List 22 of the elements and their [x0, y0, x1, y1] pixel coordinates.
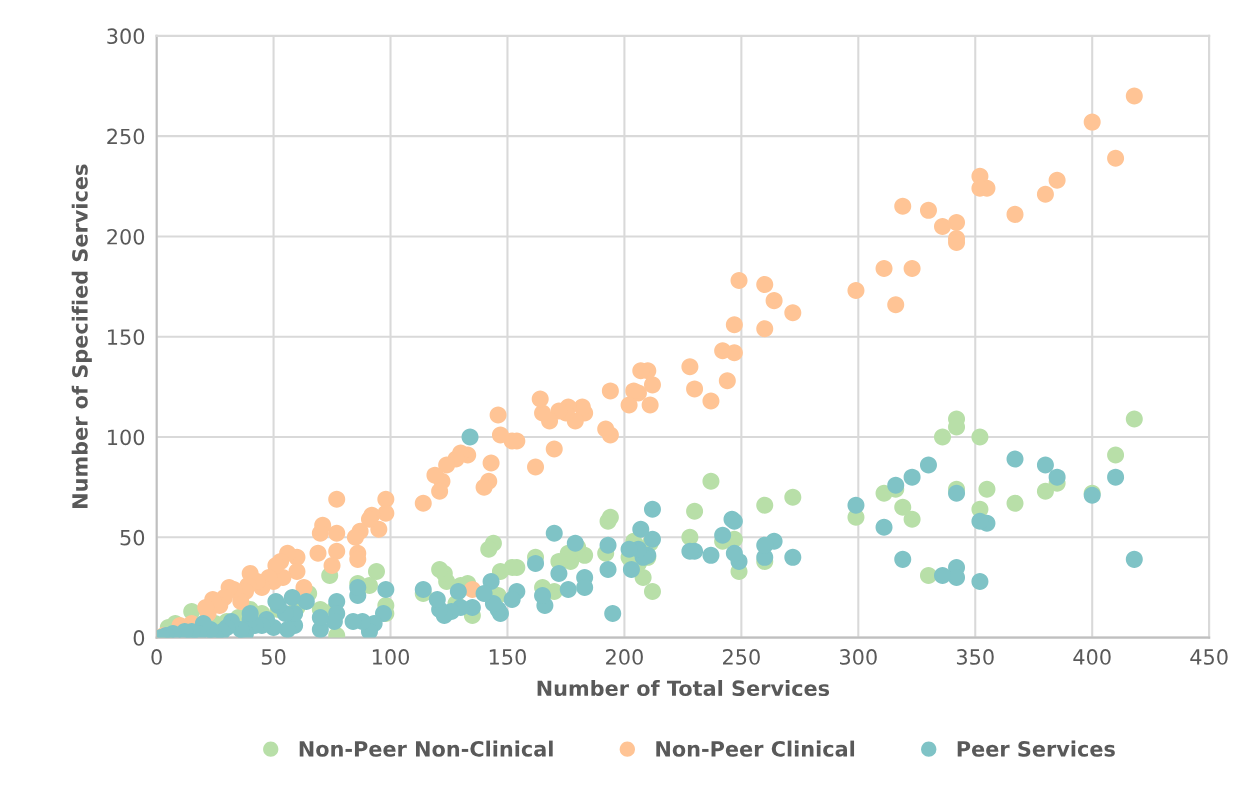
- x-tick-label: 50: [261, 649, 286, 665]
- x-tick-label: 0: [151, 649, 162, 665]
- x-tick-label: 400: [1073, 649, 1111, 665]
- x-tick-label: 100: [372, 649, 410, 665]
- y-tick-label: 0: [133, 630, 145, 646]
- legend-label: Non-Peer Non-Clinical: [299, 740, 553, 757]
- x-tick-label: 350: [956, 649, 994, 665]
- x-tick-label: 150: [489, 649, 526, 665]
- x-tick-label: 300: [840, 649, 877, 665]
- y-tick-label: 150: [108, 329, 145, 345]
- y-tick-label: 300: [107, 28, 145, 45]
- x-tick-label: 250: [723, 649, 760, 665]
- y-tick-label: 100: [108, 429, 145, 446]
- x-tick-label: 450: [1190, 649, 1228, 665]
- x-tick-label: 200: [606, 649, 643, 665]
- legend-label: Non-Peer Clinical: [656, 740, 855, 757]
- y-tick-label: 50: [120, 529, 145, 546]
- legend-label: Peer Services: [957, 740, 1115, 757]
- y-axis-title: Number of Specified Services: [71, 164, 92, 508]
- y-tick-label: 250: [107, 128, 145, 145]
- y-tick-label: 200: [107, 228, 145, 245]
- x-axis-title: Number of Total Services: [537, 679, 830, 697]
